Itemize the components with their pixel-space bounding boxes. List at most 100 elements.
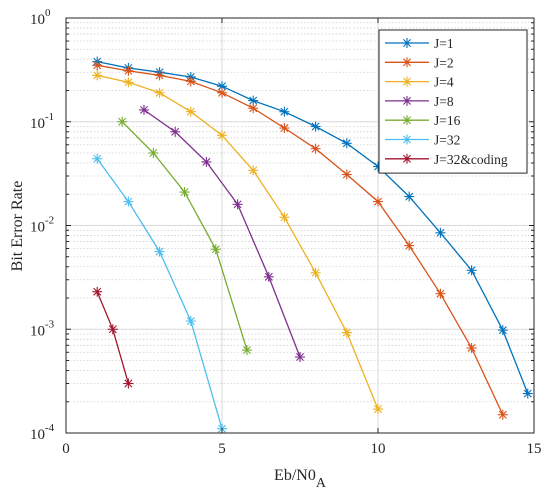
legend-label: J=4 [434, 75, 454, 90]
series-line [97, 64, 504, 415]
data-point [295, 352, 305, 363]
series-line [97, 74, 379, 410]
data-point [217, 130, 227, 141]
legend-entry: J=1 [385, 36, 454, 51]
data-point [466, 265, 477, 276]
y-tick-label-exponent: -3 [45, 318, 55, 330]
legend-marker [402, 76, 412, 87]
legend-entry: J=8 [385, 94, 454, 109]
x-tick-label: 0 [62, 441, 70, 457]
data-point [404, 240, 415, 251]
data-point [435, 288, 446, 299]
x-tick-label: 5 [218, 441, 226, 457]
data-point [139, 104, 149, 115]
legend-marker [402, 38, 412, 48]
data-point [279, 123, 290, 134]
legend-marker [402, 95, 412, 106]
data-point [217, 87, 227, 98]
y-axis-label: Bit Error Rate [9, 181, 26, 272]
data-point [232, 199, 243, 210]
legend-entry: J=2 [385, 55, 454, 70]
legend-marker [402, 134, 412, 145]
x-tick-label: 10 [371, 441, 386, 457]
x-axis-label-subscript: A [316, 476, 327, 491]
data-point [435, 227, 446, 238]
y-tick-label: 10-3 [30, 318, 55, 339]
data-point [279, 106, 290, 117]
legend-label: J=32&coding [434, 152, 508, 167]
data-point [466, 342, 477, 353]
series-4 [117, 116, 252, 356]
x-axis-label: Eb/N0A [274, 467, 327, 491]
legend-entry: J=16 [385, 113, 461, 128]
data-point [123, 77, 134, 88]
data-point [185, 316, 196, 327]
legend-marker [402, 153, 412, 164]
y-tick-label: 10-2 [30, 215, 54, 236]
data-point [185, 76, 196, 87]
legend: J=1 J=2 J=4 J=8 J=16 J=32 J=32&coding [378, 29, 528, 174]
data-point [522, 388, 533, 399]
series-1 [92, 60, 508, 420]
y-tick-label-base: 10 [30, 323, 45, 339]
data-point [123, 65, 134, 76]
data-point [185, 106, 196, 117]
legend-label: J=16 [434, 113, 461, 128]
data-point [148, 147, 159, 158]
data-point [92, 60, 103, 71]
y-tick-label: 10-4 [30, 422, 55, 443]
legend-marker [402, 115, 412, 126]
legend-entry: J=32&coding [385, 152, 508, 167]
legend-marker [402, 57, 412, 68]
series-6 [92, 286, 134, 389]
data-point [248, 165, 259, 176]
y-tick-label-base: 10 [30, 116, 45, 132]
data-point [154, 87, 165, 98]
data-point [373, 196, 383, 207]
data-point [92, 70, 103, 81]
data-point [279, 212, 290, 223]
legend-label: J=2 [434, 55, 454, 70]
data-point [179, 187, 190, 198]
legend-label: J=1 [434, 36, 454, 51]
x-tick-label: 15 [527, 441, 542, 457]
legend-label: J=32 [434, 133, 460, 148]
data-point [123, 378, 134, 389]
data-point [248, 103, 259, 114]
x-axis-label-main: Eb/N0 [274, 467, 316, 484]
series-line [143, 109, 301, 358]
y-tick-label-exponent: -1 [45, 111, 54, 123]
data-point [373, 404, 383, 415]
data-point [241, 345, 252, 356]
y-tick-label-base: 10 [30, 427, 45, 443]
y-tick-label-exponent: -4 [45, 422, 55, 434]
series-2 [92, 70, 383, 415]
data-point [497, 325, 508, 336]
data-point [210, 244, 221, 255]
data-point [154, 70, 165, 81]
data-point [263, 271, 274, 282]
legend-label: J=8 [434, 94, 454, 109]
data-point [107, 324, 118, 335]
series-3 [139, 104, 305, 363]
data-point [341, 327, 352, 338]
data-point [341, 169, 352, 180]
data-point [92, 286, 103, 297]
data-point [310, 267, 321, 278]
data-point [123, 196, 134, 207]
data-point [92, 153, 103, 164]
legend-entry: J=4 [385, 75, 454, 90]
data-point [117, 116, 128, 127]
data-point [310, 143, 321, 154]
data-point [154, 246, 165, 257]
y-tick-label-exponent: 0 [45, 7, 51, 19]
y-tick-label-base: 10 [30, 220, 45, 236]
data-point [201, 156, 212, 167]
y-tick-label: 100 [30, 7, 51, 28]
data-point [404, 191, 415, 202]
legend-entry: J=32 [385, 133, 460, 148]
y-tick-label-exponent: -2 [45, 215, 54, 227]
y-tick-label-base: 10 [30, 12, 45, 28]
